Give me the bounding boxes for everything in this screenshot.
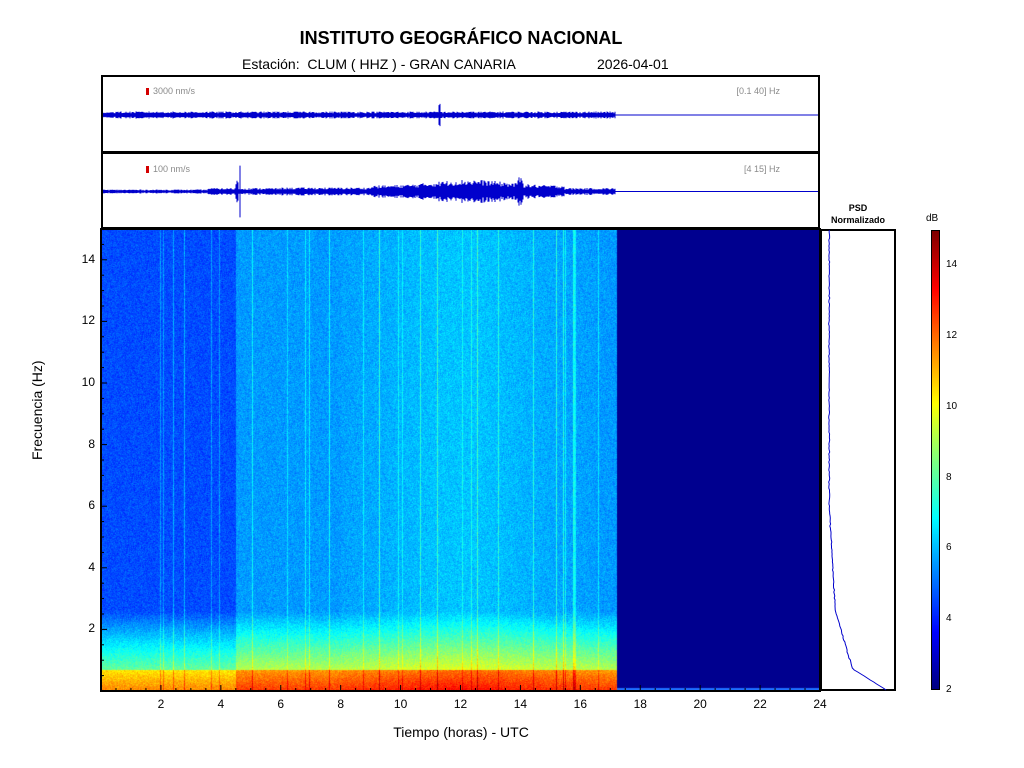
x-tick-label: 8 (337, 697, 344, 711)
colorbar-tick-label: 6 (946, 542, 952, 554)
x-tick-label: 2 (157, 697, 165, 711)
y-tick-label: 4 (88, 559, 95, 574)
amplitude-scale-bar (146, 88, 149, 95)
colorbar-tick-label: 10 (946, 400, 958, 412)
filter-band-label: [4 15] Hz (743, 164, 780, 174)
waveform-path (103, 165, 818, 218)
waveform-path (103, 103, 818, 127)
date-label: 2026-04-01 (597, 56, 669, 72)
colorbar-tick-label: 12 (946, 330, 958, 342)
y-tick-label: 14 (81, 251, 95, 266)
y-tick-label: 12 (81, 313, 95, 328)
psd-profile (820, 229, 896, 691)
colorbar (931, 230, 940, 690)
y-axis-label: Frecuencia (Hz) (29, 360, 45, 460)
x-tick-label: 6 (277, 697, 285, 711)
x-tick-label: 24 (813, 697, 827, 711)
station-subtitle: Estación: CLUM ( HHZ ) - GRAN CANARIA (242, 56, 516, 72)
colorbar-tick-label: 8 (946, 471, 952, 483)
x-tick-label: 20 (693, 697, 707, 711)
y-tick-label: 6 (88, 498, 95, 513)
page-title: INSTITUTO GEOGRÁFICO NACIONAL (299, 28, 623, 48)
psd-title: PSD Normalizado (820, 202, 896, 226)
x-tick-label: 16 (573, 697, 587, 711)
y-tick-label: 2 (88, 621, 95, 636)
amplitude-scale-label: 3000 nm/s (153, 86, 196, 96)
seismogram-broadband: 3000 nm/s [0.1 40] Hz (101, 75, 820, 153)
amplitude-scale-bar (146, 166, 149, 173)
waveform-trace (103, 103, 818, 127)
colorbar-tick-label: 2 (946, 684, 952, 695)
x-tick-label: 14 (513, 697, 528, 711)
x-axis-label: Tiempo (horas) - UTC (393, 724, 529, 740)
waveform-trace (103, 165, 818, 218)
x-tick-label: 12 (453, 697, 468, 711)
amplitude-scale-label: 100 nm/s (153, 164, 191, 174)
colorbar-tick-label: 14 (946, 259, 958, 271)
psd-title-line1: PSD (848, 203, 868, 213)
psd-title-line2: Normalizado (830, 215, 885, 225)
spectrogram-heatmap (101, 229, 820, 691)
x-tick-label: 4 (217, 697, 225, 711)
x-tick-label: 10 (393, 697, 408, 711)
x-tick-label: 18 (633, 697, 647, 711)
y-tick-label: 10 (81, 375, 95, 389)
colorbar-unit: dB (926, 213, 939, 224)
y-tick-label: 8 (88, 436, 95, 451)
seismogram-filtered: 100 nm/s [4 15] Hz (101, 152, 820, 229)
x-tick-label: 22 (753, 697, 767, 711)
filter-band-label: [0.1 40] Hz (736, 86, 780, 96)
colorbar-tick-label: 4 (946, 613, 952, 625)
